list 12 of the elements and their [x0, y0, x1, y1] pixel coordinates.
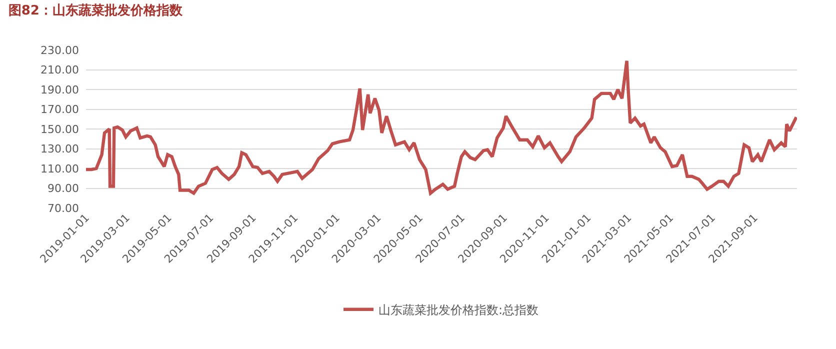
- y-tick-label: 150.00: [40, 122, 79, 136]
- y-tick-label: 210.00: [40, 64, 79, 77]
- line-series: [86, 59, 797, 195]
- legend-label: 山东蔬菜批发价格指数:总指数: [378, 303, 539, 318]
- chart-title: 图82：山东蔬菜批发价格指数: [8, 2, 184, 18]
- y-tick-label: 130.00: [40, 142, 79, 156]
- y-tick-label: 90.00: [48, 182, 79, 196]
- y-tick-label: 170.00: [40, 103, 79, 116]
- y-tick-label: 110.00: [40, 162, 79, 176]
- y-tick-label: 190.00: [40, 83, 79, 96]
- y-tick-label: 70.00: [48, 202, 79, 215]
- y-tick-label: 230.00: [40, 44, 79, 57]
